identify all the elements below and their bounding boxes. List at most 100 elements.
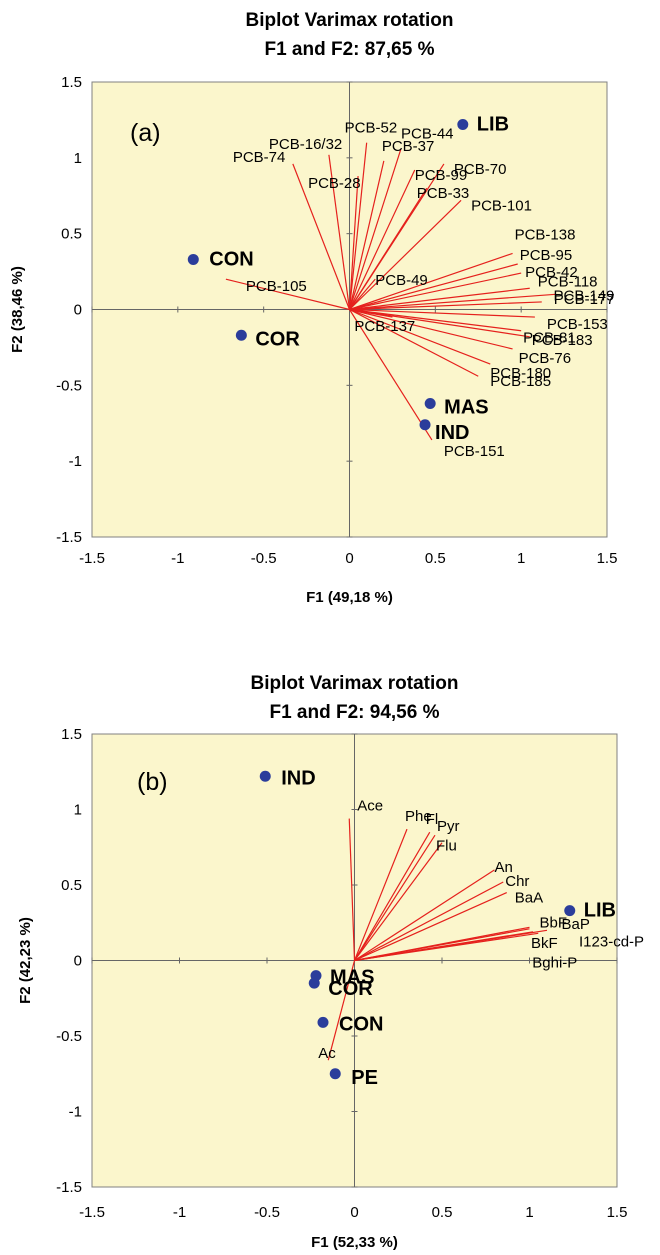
chart-b-point-label-pe: PE	[351, 1067, 378, 1089]
chart-a-point-label-cor: COR	[255, 328, 300, 350]
chart-b-vector-label-bbf: BbF	[540, 914, 568, 931]
chart-a-x-axis-title: F1 (49,18 %)	[306, 589, 393, 606]
chart-b-vector-fl	[353, 831, 431, 961]
chart-b-y-tick-label: -1.5	[56, 1179, 82, 1196]
chart-a-vector-pcb-137	[349, 308, 393, 318]
chart-a-vector-pcb-177	[349, 301, 542, 311]
chart-b-y-tick-label: -1	[69, 1104, 82, 1121]
chart-a-vector-label-pcb-151: PCB-151	[444, 443, 505, 460]
chart-b-vector-an	[354, 869, 495, 962]
chart-b-subtitle: F1 and F2: 94,56 %	[269, 702, 439, 723]
chart-a-vector-pcb-138	[349, 252, 513, 311]
chart-b: Biplot Varimax rotation F1 and F2: 94,56 …	[17, 673, 644, 1251]
chart-a-vector-pcb-37	[348, 160, 385, 310]
chart-b-vector-label-baa: BaA	[515, 890, 543, 907]
chart-b-x-tick-label: 0	[350, 1204, 358, 1221]
chart-b-vector-label-bghi-p: Bghi-P	[532, 954, 577, 971]
chart-a-vector-label-pcb-137: PCB-137	[354, 318, 415, 335]
chart-b-y-tick-label: 0.5	[61, 877, 82, 894]
chart-a-point-lib	[457, 118, 469, 130]
chart-a-vector-label-pcb-95: PCB-95	[520, 247, 573, 264]
chart-a-vector-pcb-101	[349, 199, 462, 310]
chart-a-vector-label-pcb-138: PCB-138	[515, 226, 576, 243]
chart-b-x-tick-label: 1	[525, 1204, 533, 1221]
chart-a-vector-pcb-95	[349, 263, 518, 311]
chart-a-y-tick-label: -1	[69, 453, 82, 470]
chart-b-x-tick-label: 1.5	[607, 1204, 628, 1221]
chart-b-vector-label-an: An	[495, 859, 513, 876]
chart-a-panel-tag: (a)	[130, 119, 161, 147]
chart-b-vector-ac	[327, 960, 356, 1061]
chart-a-vector-pcb-74	[292, 163, 351, 310]
chart-b-x-tick-label: -1	[173, 1204, 186, 1221]
chart-a-vector-label-pcb-153: PCB-153	[547, 316, 608, 333]
chart-a-vector-label-pcb-149: PCB-149	[554, 287, 615, 304]
chart-a-vector-pcb-99	[348, 169, 416, 310]
chart-b-point-ind	[259, 770, 271, 782]
chart-a-x-tick-label: -1.5	[79, 550, 105, 567]
chart-a-point-ind	[419, 419, 431, 431]
chart-a-vector-label-pcb-76: PCB-76	[519, 350, 572, 367]
chart-a-x-tick-label: -1	[171, 550, 184, 567]
chart-a-vector-pcb-33	[348, 187, 428, 310]
chart-a-vector-pcb-105	[225, 278, 350, 311]
chart-a-vector-pcb-52	[348, 142, 368, 310]
chart-a-vector-label-pcb-177: PCB-177	[554, 291, 615, 308]
chart-b-vector-label-chr: Chr	[505, 873, 529, 890]
chart-a-vector-label-pcb-81: PCB-81	[523, 330, 576, 347]
chart-a-vector-pcb-16-32	[328, 154, 351, 310]
chart-b-point-label-con: CON	[339, 1013, 383, 1035]
chart-a-y-tick-label: -0.5	[56, 377, 82, 394]
chart-b-vector-baa	[354, 892, 507, 962]
chart-a-y-tick-label: 0.5	[61, 226, 82, 243]
chart-a-y-axis-title: F2 (38,46 %)	[9, 266, 26, 353]
chart-a-title: Biplot Varimax rotation	[246, 10, 454, 31]
chart-a-vector-pcb-81	[349, 308, 522, 332]
chart-a-vector-label-pcb-105: PCB-105	[246, 278, 307, 295]
chart-b-y-tick-label: -0.5	[56, 1028, 82, 1045]
chart-b-point-pe	[329, 1068, 341, 1080]
chart-a-point-cor	[235, 329, 247, 341]
chart-b-vector-label-ace: Ace	[357, 798, 383, 815]
chart-a-point-label-mas: MAS	[444, 397, 488, 419]
chart-a-y-tick-label: 1	[74, 150, 82, 167]
chart-b-vector-bghi-p	[354, 932, 539, 962]
chart-a-point-con	[187, 253, 199, 265]
chart-a-x-tick-label: 1.5	[597, 550, 618, 567]
chart-b-vector-label-i123-cd-p: I123-cd-P	[579, 933, 644, 950]
chart-a-point-mas	[424, 398, 436, 410]
chart-a-vector-label-pcb-101: PCB-101	[471, 197, 532, 214]
chart-a-vector-label-pcb-185: PCB-185	[490, 373, 551, 390]
chart-a-vector-pcb-42	[349, 272, 522, 311]
chart-a-vector-label-pcb-70: PCB-70	[454, 161, 507, 178]
chart-b-x-axis-title: F1 (52,33 %)	[311, 1234, 398, 1251]
chart-a-vector-pcb-151	[348, 309, 433, 441]
chart-b-point-label-cor: COR	[328, 978, 373, 1000]
chart-b-y-tick-label: 1	[74, 802, 82, 819]
chart-a-vector-pcb-49	[349, 278, 376, 310]
chart-a-vector-pcb-149	[349, 293, 556, 311]
chart-a-vector-pcb-76	[349, 308, 513, 350]
chart-b-point-label-ind: IND	[281, 767, 315, 789]
chart-b-vector-ace	[348, 818, 356, 961]
chart-b-title: Biplot Varimax rotation	[251, 673, 459, 694]
chart-a-vector-pcb-180	[349, 308, 491, 365]
chart-a-vector-pcb-44	[348, 148, 402, 310]
chart-b-vector-label-bap: BaP	[562, 916, 590, 933]
chart-b-point-label-mas: MAS	[330, 967, 374, 989]
chart-b-vector-pyr	[353, 834, 436, 961]
chart-b-vector-chr	[354, 881, 504, 962]
chart-b-vector-flu	[354, 842, 443, 961]
chart-a: Biplot Varimax rotation F1 and F2: 87,65 …	[9, 10, 617, 606]
chart-b-point-lib	[564, 905, 576, 917]
chart-a-y-tick-label: -1.5	[56, 529, 82, 546]
chart-a-vector-pcb-28	[348, 175, 359, 310]
chart-b-y-tick-label: 0	[74, 953, 82, 970]
chart-b-vector-label-bkf: BkF	[531, 935, 558, 952]
chart-a-x-tick-label: -0.5	[251, 550, 277, 567]
chart-a-point-label-con: CON	[209, 248, 253, 270]
chart-b-panel-tag: (b)	[137, 768, 168, 796]
chart-a-vector-label-pcb-180: PCB-180	[490, 365, 551, 382]
chart-b-point-con	[317, 1016, 329, 1028]
